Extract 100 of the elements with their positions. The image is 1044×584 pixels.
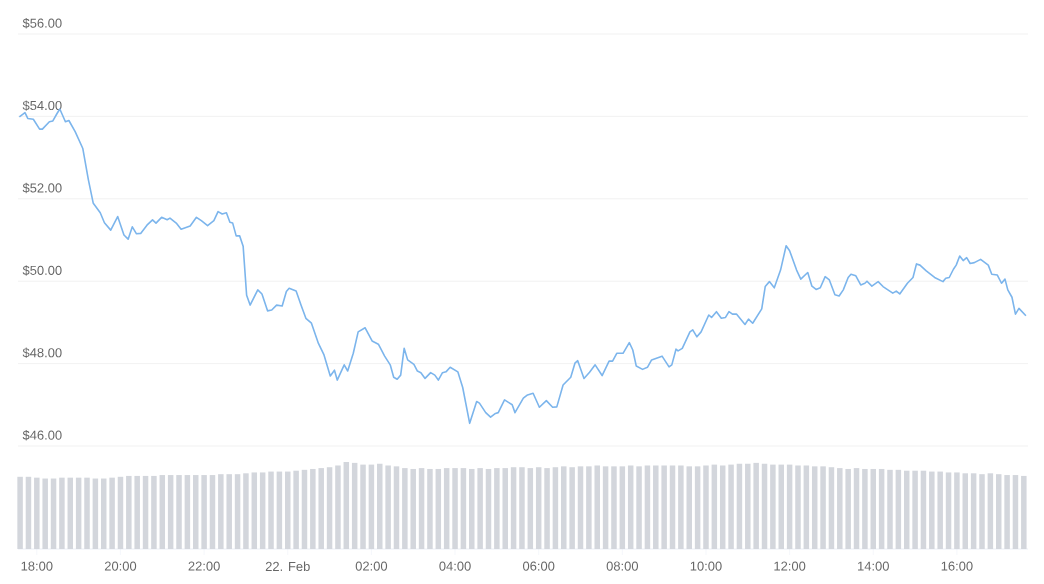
bar — [669, 465, 676, 549]
x-tick-label: 06:00 — [522, 561, 555, 571]
bar — [895, 469, 902, 549]
bar — [753, 462, 759, 549]
bar — [653, 465, 659, 549]
x-tick-label: 14:00 — [858, 561, 889, 571]
bar — [243, 473, 249, 549]
x-tick-label: 16:00 — [941, 561, 973, 571]
bar — [343, 462, 350, 549]
bar — [377, 463, 383, 549]
bar — [644, 465, 651, 549]
y-tick-label: $52.00 — [22, 182, 62, 194]
bar — [469, 468, 475, 549]
bar — [34, 477, 40, 549]
bar — [50, 478, 57, 549]
bar — [360, 464, 366, 549]
bar — [485, 468, 492, 549]
y-tick-label: $48.00 — [22, 347, 62, 359]
bar — [368, 464, 375, 549]
bar — [770, 464, 776, 549]
bar — [234, 474, 241, 549]
bar — [636, 466, 642, 549]
bar — [962, 473, 969, 549]
bar — [134, 475, 140, 549]
bar — [92, 478, 99, 549]
bar — [268, 471, 274, 549]
bar — [594, 465, 600, 549]
bar — [151, 475, 157, 549]
x-tick-label: 04:00 — [439, 561, 471, 571]
bar — [870, 468, 877, 549]
bar — [142, 475, 149, 549]
bar — [937, 471, 943, 549]
bar — [995, 474, 1002, 549]
bar — [929, 471, 935, 549]
bar — [285, 471, 291, 549]
bar — [887, 469, 893, 549]
bar — [519, 467, 525, 549]
x-tick-label: 22:00 — [188, 561, 220, 571]
bar — [1004, 475, 1010, 549]
bar — [711, 464, 718, 549]
bar — [193, 475, 199, 549]
bar — [703, 465, 709, 549]
bar — [452, 468, 458, 549]
bar — [494, 468, 500, 549]
bar — [1021, 475, 1027, 549]
bar — [535, 467, 542, 549]
bar — [761, 463, 768, 549]
bar — [912, 470, 918, 549]
bar — [176, 475, 182, 549]
bar — [970, 473, 977, 549]
bar — [460, 468, 467, 549]
bar — [310, 468, 316, 549]
bar — [385, 465, 391, 549]
bar — [126, 475, 132, 549]
x-tick-label: 10:00 — [690, 561, 722, 571]
bar — [728, 464, 734, 549]
x-tick-label: 22. Feb — [265, 561, 310, 572]
bar — [318, 468, 324, 549]
bar — [17, 476, 23, 549]
bar — [878, 468, 885, 549]
bar — [561, 466, 567, 549]
bar — [159, 475, 166, 549]
bar — [293, 470, 299, 549]
bar — [218, 474, 224, 549]
bar — [619, 466, 626, 549]
bar — [845, 468, 851, 549]
bar — [201, 475, 207, 549]
x-tick-label: 02:00 — [355, 561, 388, 571]
bar — [661, 465, 667, 549]
bar — [410, 468, 416, 549]
bar — [226, 474, 232, 549]
bar — [1012, 475, 1019, 549]
bar — [577, 466, 584, 549]
bar — [945, 472, 952, 549]
bar — [502, 468, 508, 549]
bar — [786, 464, 793, 549]
bar — [42, 478, 48, 549]
bar — [602, 466, 609, 549]
bar — [745, 463, 751, 549]
bar — [477, 468, 483, 549]
x-tick-label: 18:00 — [21, 561, 53, 571]
bar — [527, 468, 534, 549]
bar — [678, 465, 684, 549]
bar — [402, 468, 408, 549]
bar — [586, 466, 592, 549]
bar — [837, 468, 843, 549]
bar — [694, 466, 701, 549]
bar — [301, 469, 308, 549]
bar — [109, 477, 115, 549]
x-tick-label: 20:00 — [104, 561, 137, 571]
bar — [686, 466, 692, 549]
bar — [778, 464, 784, 549]
x-tick-label: 08:00 — [606, 561, 639, 571]
bar — [820, 466, 826, 549]
bar — [326, 467, 333, 549]
bar — [853, 468, 860, 549]
bar — [627, 465, 634, 549]
bar — [167, 475, 174, 549]
bar — [67, 477, 74, 549]
bar — [25, 476, 32, 549]
